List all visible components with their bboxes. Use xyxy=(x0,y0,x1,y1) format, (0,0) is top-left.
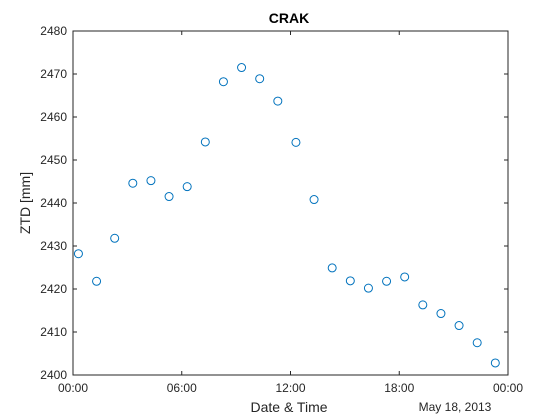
x-tick-label: 06:00 xyxy=(167,381,197,395)
data-point xyxy=(218,77,228,87)
y-tick-label: 2430 xyxy=(40,239,67,253)
x-tick-label: 00:00 xyxy=(493,381,523,395)
plot-frame xyxy=(72,30,509,376)
data-point xyxy=(454,321,464,331)
data-point xyxy=(418,300,428,310)
data-point xyxy=(182,182,192,192)
data-point xyxy=(164,192,174,202)
x-axis-label: Date & Time xyxy=(250,399,327,415)
data-point xyxy=(436,309,446,319)
chart-title: CRAK xyxy=(269,10,309,26)
x-tick-label: 18:00 xyxy=(384,381,414,395)
y-axis-label: ZTD [mm] xyxy=(17,172,33,234)
data-point xyxy=(309,195,319,205)
data-point xyxy=(472,338,482,348)
data-point xyxy=(128,178,138,188)
data-point xyxy=(327,263,337,273)
data-point xyxy=(273,96,283,106)
y-tick-label: 2480 xyxy=(40,24,67,38)
x-tick-label: 12:00 xyxy=(275,381,305,395)
y-axis: 2400 2410 2420 2430 2440 2450 2460 2470 2480 xyxy=(40,24,508,382)
data-point xyxy=(382,276,392,286)
y-tick-label: 2420 xyxy=(40,282,67,296)
data-point xyxy=(92,276,102,286)
data-point xyxy=(237,63,247,73)
y-tick-label: 2440 xyxy=(40,196,67,210)
data-series xyxy=(73,63,500,368)
data-point xyxy=(255,74,265,84)
y-tick-label: 2410 xyxy=(40,325,67,339)
data-point xyxy=(146,176,156,186)
data-point xyxy=(110,233,120,243)
data-point xyxy=(363,283,373,293)
data-point xyxy=(490,358,500,368)
x-tick-label: 00:00 xyxy=(58,381,88,395)
y-tick-label: 2470 xyxy=(40,67,67,81)
data-point xyxy=(73,249,83,259)
x-axis: 00:00 06:00 12:00 18:00 00:00 xyxy=(58,31,523,395)
data-point xyxy=(345,276,355,286)
date-label: May 18, 2013 xyxy=(419,400,492,414)
y-tick-label: 2400 xyxy=(40,368,67,382)
y-tick-label: 2460 xyxy=(40,110,67,124)
data-point xyxy=(291,137,301,147)
y-tick-label: 2450 xyxy=(40,153,67,167)
data-point xyxy=(200,137,210,147)
data-point xyxy=(400,272,410,282)
